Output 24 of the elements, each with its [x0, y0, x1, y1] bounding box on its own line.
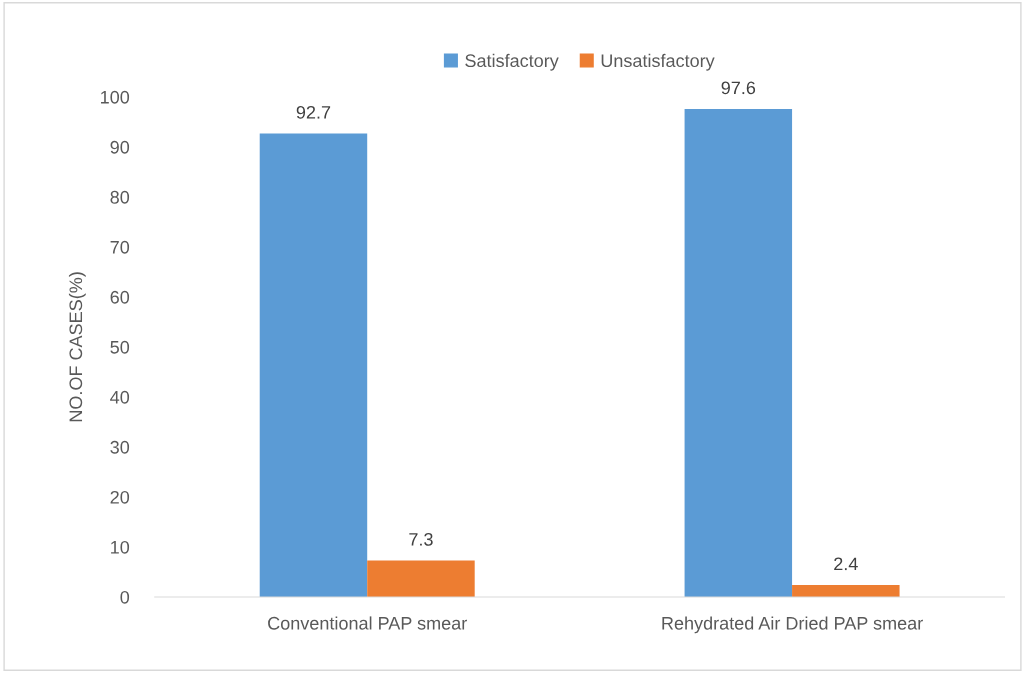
- y-tick-label: 80: [110, 190, 130, 204]
- y-tick-label: 100: [101, 90, 130, 104]
- y-tick-label: 60: [110, 290, 130, 304]
- y-axis-title: NO.OF CASES(%): [68, 272, 86, 422]
- x-tick-label: Conventional PAP smear: [268, 616, 467, 630]
- legend-label: Satisfactory: [465, 53, 559, 71]
- y-tick-label: 50: [110, 340, 130, 354]
- bar: [792, 584, 900, 597]
- data-label: 2.4: [834, 557, 858, 571]
- bar: [259, 133, 368, 597]
- y-tick-label: 20: [110, 490, 130, 504]
- bar: [684, 108, 793, 597]
- y-tick-label: 10: [111, 540, 130, 554]
- x-tick-label: Rehydrated Air Dried PAP smear: [662, 616, 923, 634]
- data-label: 97.6: [721, 81, 756, 95]
- y-tick-label: 90: [110, 140, 130, 154]
- data-label: 92.7: [296, 105, 331, 119]
- y-tick-label: 40: [110, 390, 130, 404]
- data-label: 7.3: [409, 532, 433, 546]
- y-tick-label: 70: [110, 240, 130, 254]
- legend-label: Unsatisfactory: [601, 53, 715, 71]
- bar: [367, 560, 475, 597]
- y-tick-label: 0: [120, 590, 130, 604]
- y-tick-label: 30: [110, 440, 130, 454]
